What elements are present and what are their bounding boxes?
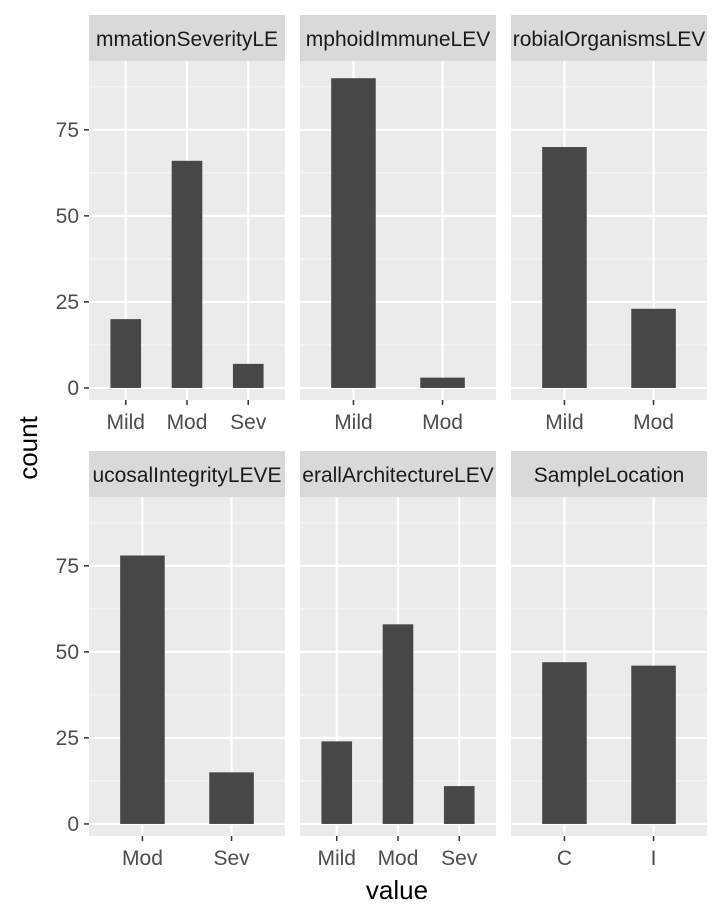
bar-mild: [110, 319, 142, 388]
bar-i: [631, 665, 676, 824]
x-tick-label: Mod: [633, 411, 674, 434]
facet-strip: [511, 451, 707, 497]
y-tick-label: 25: [56, 727, 79, 750]
x-tick-label: Mild: [545, 411, 584, 434]
x-axis-title: value: [366, 875, 428, 905]
y-tick-label: 50: [56, 641, 79, 664]
facet-strip: [89, 15, 285, 61]
bar-mild: [542, 147, 587, 388]
x-tick-label: Mild: [334, 411, 373, 434]
x-tick-label: Sev: [230, 411, 267, 434]
panel-background: [511, 61, 707, 400]
facet-strip-label: erallArchitectureLEV: [302, 464, 493, 487]
y-tick-label: 50: [56, 205, 79, 228]
bar-mod: [120, 555, 165, 824]
y-tick-label: 0: [67, 813, 79, 836]
facet-strip-label: mmationSeverityLE: [96, 28, 278, 51]
x-tick-label: Mild: [106, 411, 145, 434]
facet-strip-label: ucosalIntegrityLEVE: [92, 464, 281, 487]
bar-mod: [382, 624, 414, 824]
y-tick-label: 0: [67, 377, 79, 400]
x-tick-label: Mild: [317, 847, 356, 870]
bar-sev: [232, 363, 264, 388]
x-tick-label: Mod: [167, 411, 208, 434]
panel-background: [511, 497, 707, 836]
facet-strip-label: mphoidImmuneLEV: [306, 28, 490, 51]
facet-strip: [300, 15, 496, 61]
x-tick-label: Mod: [122, 847, 163, 870]
bar-sev: [443, 786, 475, 824]
x-tick-label: Mod: [378, 847, 419, 870]
facet-strip-label: robialOrganismsLEV: [513, 28, 706, 51]
x-tick-label: Sev: [213, 847, 250, 870]
y-tick-label: 75: [56, 119, 79, 142]
bar-sev: [209, 772, 254, 824]
y-tick-label: 25: [56, 291, 79, 314]
bar-c: [542, 662, 587, 824]
x-tick-label: C: [557, 847, 572, 870]
facet-strip: [300, 451, 496, 497]
panel-background: [300, 61, 496, 400]
panel-background: [89, 497, 285, 836]
bar-mod: [171, 160, 203, 388]
y-tick-label: 75: [56, 555, 79, 578]
bar-mod: [631, 308, 676, 388]
facet-strip: [511, 15, 707, 61]
y-axis-title: count: [13, 415, 43, 479]
facet-strip-label: SampleLocation: [534, 464, 685, 487]
facet-strip: [89, 451, 285, 497]
x-tick-label: Mod: [422, 411, 463, 434]
x-tick-label: Sev: [441, 847, 478, 870]
bar-mod: [420, 377, 465, 388]
bar-mild: [331, 78, 376, 388]
x-tick-label: I: [651, 847, 657, 870]
bar-mild: [321, 741, 353, 824]
